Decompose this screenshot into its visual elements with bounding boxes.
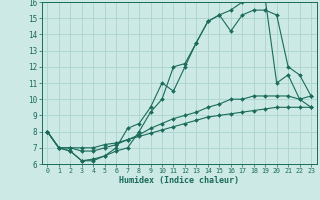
X-axis label: Humidex (Indice chaleur): Humidex (Indice chaleur): [119, 176, 239, 185]
